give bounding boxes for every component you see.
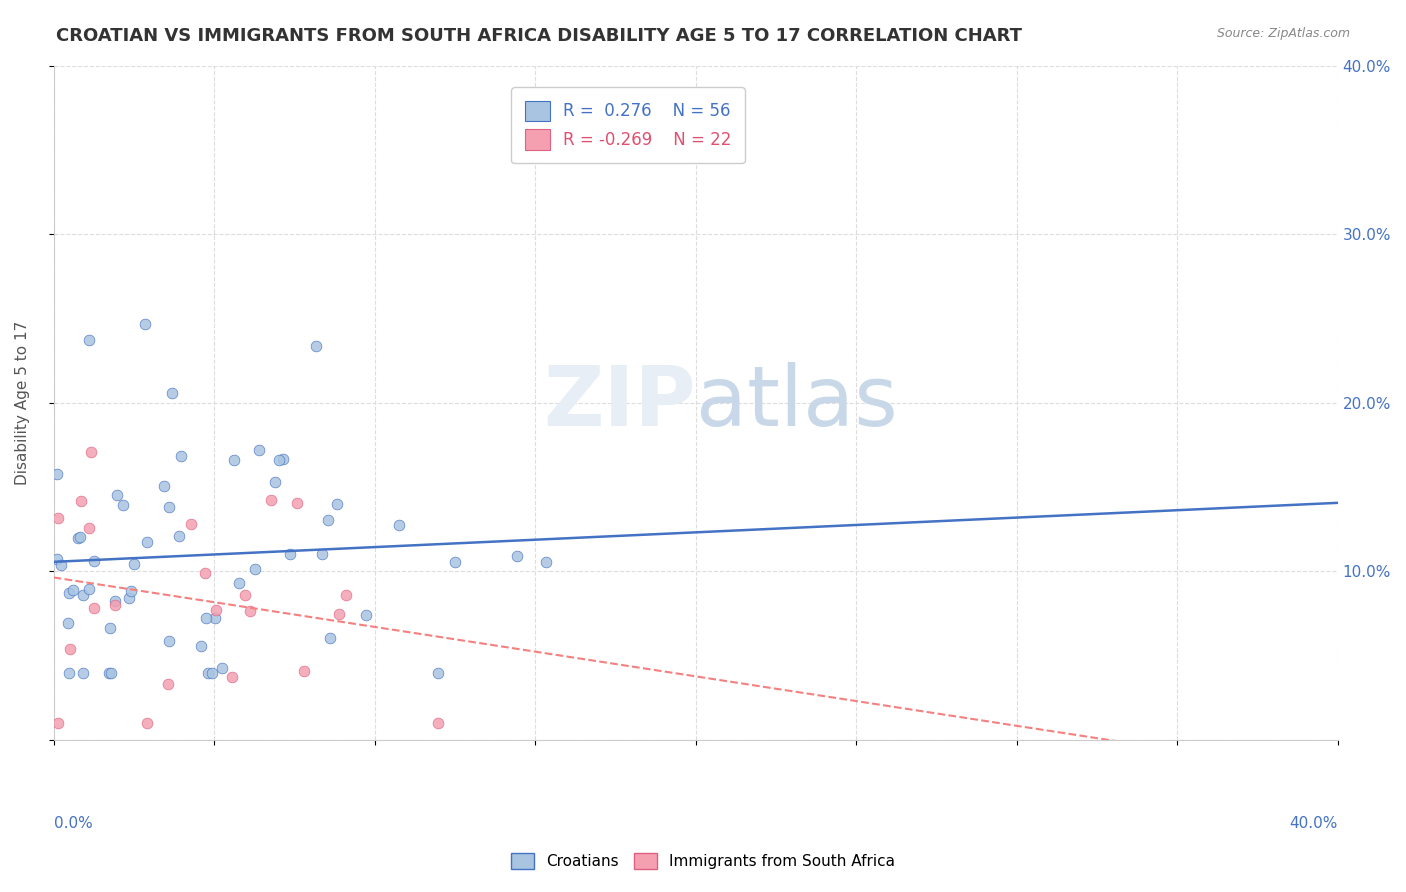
Point bbox=[105, 488, 128, 502]
Point bbox=[72, 588, 94, 602]
Text: ZIP: ZIP bbox=[543, 362, 696, 443]
Point bbox=[194, 566, 217, 580]
Point bbox=[269, 453, 291, 467]
Point bbox=[260, 492, 283, 507]
Point bbox=[83, 554, 105, 568]
Point bbox=[443, 555, 465, 569]
Point bbox=[72, 665, 94, 680]
Point bbox=[319, 631, 342, 645]
Point bbox=[190, 639, 212, 653]
Point bbox=[48, 716, 70, 731]
Point bbox=[170, 449, 193, 463]
Point bbox=[153, 478, 176, 492]
Point bbox=[160, 386, 183, 401]
Legend: R =  0.276    N = 56, R = -0.269    N = 22: R = 0.276 N = 56, R = -0.269 N = 22 bbox=[512, 87, 745, 163]
Point bbox=[120, 583, 142, 598]
Point bbox=[156, 676, 179, 690]
Point bbox=[287, 495, 309, 509]
Point bbox=[77, 521, 100, 535]
Point bbox=[335, 588, 357, 602]
Text: atlas: atlas bbox=[696, 362, 897, 443]
Point bbox=[205, 603, 228, 617]
Y-axis label: Disability Age 5 to 17: Disability Age 5 to 17 bbox=[15, 321, 30, 485]
Point bbox=[104, 598, 127, 612]
Text: 40.0%: 40.0% bbox=[1289, 816, 1337, 831]
Point bbox=[311, 547, 333, 561]
Point bbox=[51, 558, 73, 573]
Point bbox=[117, 591, 139, 606]
Point bbox=[58, 585, 80, 599]
Point bbox=[506, 549, 529, 563]
Point bbox=[58, 615, 80, 630]
Point bbox=[194, 611, 217, 625]
Point bbox=[354, 608, 377, 623]
Point bbox=[326, 497, 349, 511]
Point bbox=[67, 531, 90, 545]
Point bbox=[98, 665, 121, 680]
Point bbox=[157, 633, 180, 648]
Point bbox=[136, 534, 159, 549]
Point bbox=[58, 665, 80, 680]
Point bbox=[222, 453, 245, 467]
Point bbox=[112, 499, 135, 513]
Point bbox=[167, 529, 190, 543]
Point bbox=[239, 604, 262, 618]
Point bbox=[388, 517, 411, 532]
Point bbox=[100, 665, 122, 680]
Point bbox=[243, 562, 266, 576]
Point bbox=[221, 670, 243, 684]
Point bbox=[200, 665, 222, 680]
Point bbox=[69, 530, 91, 544]
Point bbox=[180, 516, 202, 531]
Text: CROATIAN VS IMMIGRANTS FROM SOUTH AFRICA DISABILITY AGE 5 TO 17 CORRELATION CHAR: CROATIAN VS IMMIGRANTS FROM SOUTH AFRICA… bbox=[56, 27, 1022, 45]
Point bbox=[228, 575, 250, 590]
Point bbox=[46, 551, 69, 566]
Point bbox=[70, 493, 93, 508]
Point bbox=[280, 547, 302, 561]
Point bbox=[122, 557, 145, 571]
Point bbox=[197, 665, 219, 680]
Point bbox=[204, 610, 226, 624]
Point bbox=[426, 716, 449, 731]
Point bbox=[305, 339, 328, 353]
Point bbox=[62, 583, 84, 598]
Point bbox=[98, 621, 121, 635]
Point bbox=[247, 443, 270, 458]
Point bbox=[45, 467, 67, 481]
Point bbox=[58, 642, 80, 657]
Point bbox=[104, 594, 127, 608]
Point bbox=[80, 445, 103, 459]
Point bbox=[292, 664, 315, 678]
Point bbox=[211, 660, 233, 674]
Point bbox=[264, 475, 287, 489]
Point bbox=[328, 607, 350, 621]
Point bbox=[534, 555, 557, 569]
Text: Source: ZipAtlas.com: Source: ZipAtlas.com bbox=[1216, 27, 1350, 40]
Point bbox=[271, 452, 294, 467]
Point bbox=[46, 511, 69, 525]
Text: 0.0%: 0.0% bbox=[53, 816, 93, 831]
Point bbox=[83, 601, 105, 615]
Point bbox=[157, 500, 180, 515]
Point bbox=[77, 334, 100, 348]
Point bbox=[77, 582, 100, 596]
Point bbox=[316, 513, 339, 527]
Point bbox=[134, 318, 156, 332]
Point bbox=[426, 665, 449, 680]
Legend: Croatians, Immigrants from South Africa: Croatians, Immigrants from South Africa bbox=[505, 847, 901, 875]
Point bbox=[136, 716, 159, 731]
Point bbox=[233, 588, 256, 602]
